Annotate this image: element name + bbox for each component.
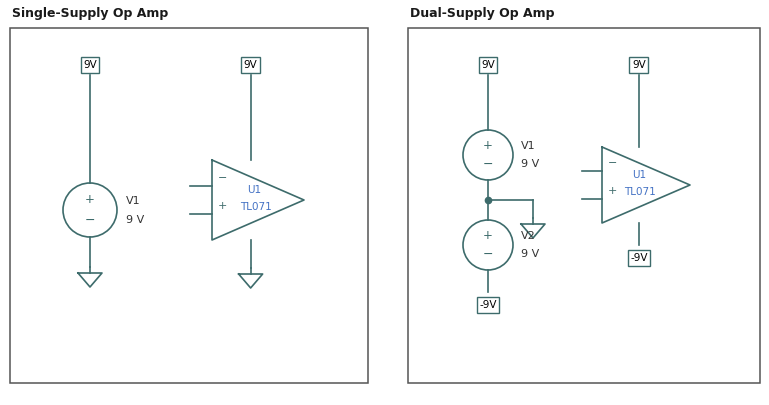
Text: Single-Supply Op Amp: Single-Supply Op Amp [12,7,168,20]
Text: U1: U1 [247,185,261,195]
Text: +: + [218,201,228,211]
Text: 9V: 9V [83,60,97,70]
Text: U1: U1 [632,170,646,180]
Text: −: − [483,158,493,171]
Text: V2: V2 [521,231,536,241]
Text: +: + [608,185,618,196]
Text: +: + [85,193,95,206]
Text: TL071: TL071 [624,187,656,197]
Text: 9V: 9V [632,60,646,70]
Text: 9 V: 9 V [126,215,145,225]
Text: TL071: TL071 [240,202,271,212]
Text: +: + [483,139,493,152]
Text: 9 V: 9 V [521,249,539,259]
Text: 9V: 9V [244,60,258,70]
FancyBboxPatch shape [10,28,368,383]
Text: V1: V1 [126,196,141,206]
Text: -9V: -9V [479,300,497,310]
Text: 9V: 9V [481,60,495,70]
Text: −: − [483,248,493,261]
Text: V1: V1 [521,141,536,151]
Text: −: − [608,158,618,168]
Text: Dual-Supply Op Amp: Dual-Supply Op Amp [410,7,554,20]
Text: +: + [483,229,493,242]
Text: −: − [218,173,228,183]
Text: 9 V: 9 V [521,159,539,169]
Text: -9V: -9V [631,253,647,263]
Text: −: − [85,214,95,227]
FancyBboxPatch shape [408,28,760,383]
